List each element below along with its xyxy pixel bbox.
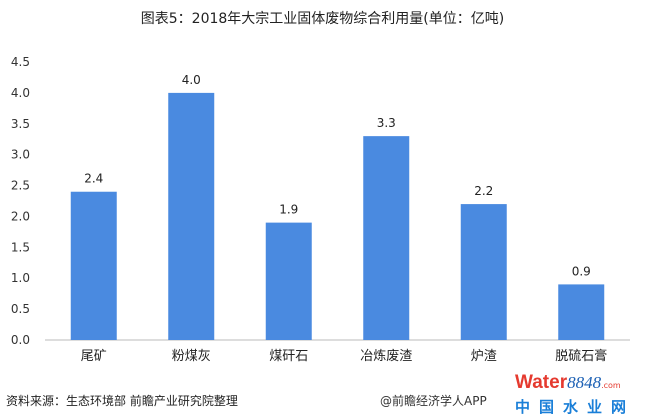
bar	[265, 222, 312, 340]
data-label: 2.4	[84, 172, 103, 186]
data-label: 4.0	[182, 73, 201, 87]
data-label: 2.2	[474, 184, 493, 198]
x-tick-label: 脱硫石膏	[555, 348, 607, 364]
y-tick-label: 3.0	[11, 148, 30, 162]
data-label: 1.9	[279, 203, 298, 217]
chart-title: 图表5：2018年大宗工业固体废物综合利用量(单位：亿吨)	[140, 11, 505, 27]
watermark-logo: Water8848.com 中国水业网	[515, 372, 645, 420]
x-tick-label: 尾矿	[81, 349, 107, 364]
x-tick-label: 煤矸石	[269, 349, 308, 364]
x-tick-label: 炉渣	[471, 349, 497, 364]
x-tick-label: 冶炼废渣	[360, 348, 412, 364]
bar	[363, 136, 410, 340]
y-tick-label: 4.0	[11, 86, 30, 100]
data-label: 3.3	[377, 116, 396, 130]
y-tick-label: 3.5	[11, 117, 30, 131]
logo-number: 8848	[567, 373, 602, 392]
logo-brand: Water	[515, 372, 568, 393]
y-tick-label: 1.5	[11, 240, 30, 254]
x-tick-label: 粉煤灰	[172, 349, 211, 364]
data-label: 0.9	[572, 264, 591, 278]
y-tick-label: 4.5	[11, 55, 30, 69]
bar	[70, 191, 117, 340]
bar	[558, 284, 605, 340]
bar	[168, 92, 215, 340]
y-tick-label: 0.0	[11, 333, 30, 347]
source-note: 资料来源：生态环境部 前瞻产业研究院整理	[6, 394, 238, 408]
bar	[460, 204, 507, 340]
logo-suffix: .com	[601, 381, 621, 390]
y-tick-label: 2.0	[11, 209, 30, 223]
y-tick-label: 0.5	[11, 302, 30, 316]
y-tick-label: 2.5	[11, 179, 30, 193]
y-tick-label: 1.0	[11, 271, 30, 285]
bar-chart: 0.0 0.5 1.0 1.5 2.0 2.5 3.0 3.5 4.0 4.5 2.4 尾矿 4.0 粉煤…	[11, 55, 630, 364]
app-credit: @前瞻经济学人APP	[380, 394, 487, 408]
logo-cn: 中国水业网	[515, 398, 636, 416]
